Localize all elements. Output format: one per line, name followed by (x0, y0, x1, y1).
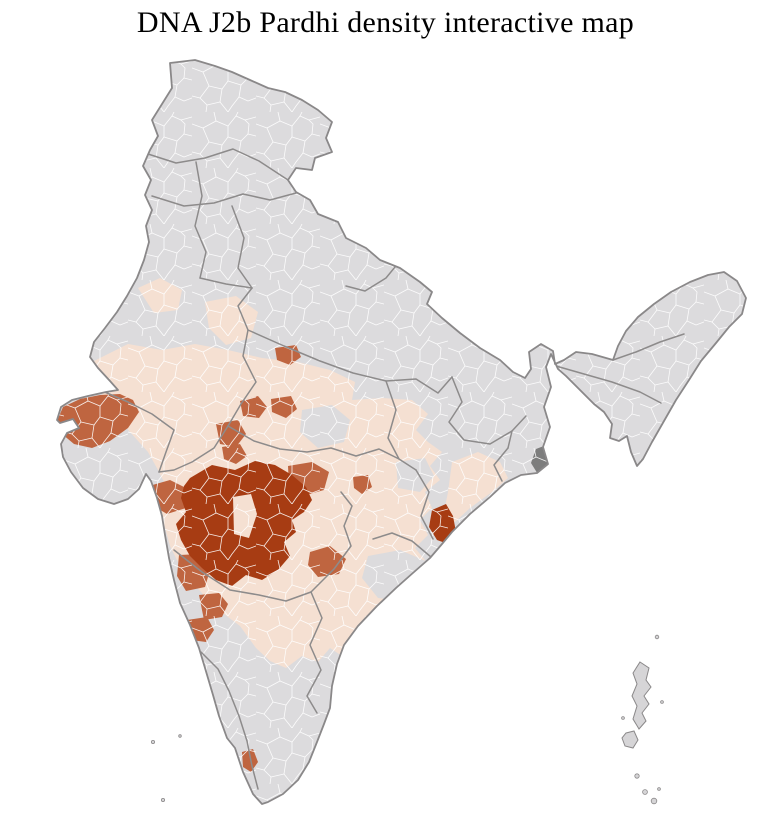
state-borders (99, 148, 685, 790)
andaman-island-south[interactable] (621, 730, 639, 749)
state-border-line (372, 532, 432, 558)
state-border-line (227, 425, 417, 471)
andaman-dot[interactable] (621, 716, 625, 720)
state-border-line (415, 469, 434, 540)
lakshadweep-dot[interactable] (160, 798, 165, 803)
state-border-line (200, 651, 259, 790)
lakshadweep-dot[interactable] (178, 734, 182, 738)
andaman-dot[interactable] (642, 789, 648, 795)
state-border-line (507, 430, 513, 449)
state-border-line (227, 287, 257, 427)
state-border-line (158, 425, 229, 473)
state-border-line (493, 447, 509, 482)
state-border-line (173, 549, 312, 602)
andaman-dot[interactable] (657, 787, 661, 791)
state-border-line (310, 491, 353, 593)
state-border-line (555, 365, 662, 404)
state-border-line (231, 205, 253, 289)
andaman-dot[interactable] (660, 700, 664, 704)
state-border-line (151, 192, 297, 207)
andaman-island-north[interactable] (631, 661, 652, 730)
andaman-dot[interactable] (654, 634, 660, 640)
state-border-line (345, 255, 405, 292)
state-border-line (99, 389, 175, 473)
state-border-line (247, 329, 453, 394)
lakshadweep-dot[interactable] (150, 740, 155, 745)
state-border-line (199, 277, 253, 289)
state-border-line (147, 148, 289, 181)
state-border-line (612, 333, 685, 361)
state-border-line (194, 161, 207, 279)
andaman-dot[interactable] (634, 773, 640, 779)
map-title: DNA J2b Pardhi density interactive map (136, 6, 635, 39)
state-border-line (385, 380, 400, 460)
andaman-dot[interactable] (650, 797, 658, 805)
india-outline (56, 59, 747, 805)
state-border-line (306, 591, 323, 714)
